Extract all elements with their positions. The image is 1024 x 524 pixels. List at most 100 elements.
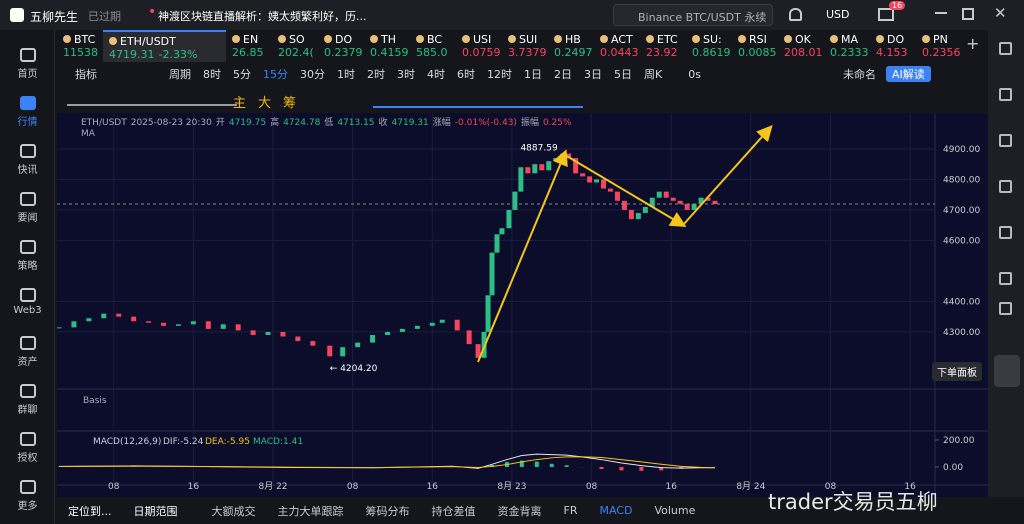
tool[interactable]: 主	[233, 96, 247, 111]
interval[interactable]: 5日	[614, 68, 632, 81]
ticker-price: 0.8619	[692, 46, 731, 59]
nav-item[interactable]: 首页	[0, 48, 55, 80]
ticker[interactable]: MA 0.2333	[824, 30, 870, 62]
candle	[525, 167, 531, 174]
macd-line	[58, 456, 716, 469]
candle	[370, 334, 376, 343]
nav-item[interactable]: 更多	[0, 480, 55, 512]
interval[interactable]: 2时	[367, 68, 385, 81]
ticker[interactable]: RSI 0.0085	[732, 30, 778, 62]
interval[interactable]: 4时	[427, 68, 445, 81]
ticker[interactable]: HB 0.2497	[548, 30, 594, 62]
nav-item[interactable]: 资产	[0, 336, 55, 368]
interval[interactable]: 5分	[233, 68, 251, 81]
ticker[interactable]: SUI 3.7379	[502, 30, 548, 62]
interval[interactable]: 6时	[457, 68, 475, 81]
tool-icons[interactable]	[373, 92, 583, 108]
ticker[interactable]: SU: 0.8619	[686, 30, 732, 62]
tab[interactable]: MACD	[599, 504, 633, 517]
bell[interactable]	[789, 8, 802, 21]
coin-icon	[324, 35, 332, 43]
x-tick-label: 08	[825, 482, 837, 492]
tab[interactable]: Volume	[654, 504, 696, 517]
ticker[interactable]: USI 0.0759	[456, 30, 502, 62]
ticker[interactable]: DO 4.153	[870, 30, 916, 62]
interval[interactable]: 3时	[397, 68, 415, 81]
nav-item[interactable]: 快讯	[0, 144, 55, 176]
nav-item[interactable]: 群聊	[0, 384, 55, 416]
tab[interactable]: 持仓差值	[431, 504, 476, 518]
currency[interactable]: USD	[826, 8, 850, 21]
tool[interactable]: 大	[258, 96, 272, 111]
indicators[interactable]: 指标	[75, 68, 97, 81]
nav-item[interactable]: 授权	[0, 432, 55, 464]
tab[interactable]: 主力大单跟踪	[277, 504, 344, 518]
ticker[interactable]: EN 26.85	[226, 30, 272, 62]
draw-tools[interactable]	[67, 94, 237, 106]
panel-icon[interactable]	[999, 88, 1012, 101]
tab[interactable]: 资金背离	[497, 504, 542, 518]
news[interactable]: 神渡区块链直播解析：姨太频繁利好，历...	[158, 10, 367, 23]
minimize[interactable]	[935, 12, 947, 14]
panel-icon[interactable]	[999, 226, 1012, 239]
close[interactable]: ✕	[994, 4, 1007, 22]
candle	[614, 191, 620, 201]
maximize[interactable]	[962, 8, 974, 20]
x-tick-label: 16	[904, 482, 916, 492]
panel-icon[interactable]	[999, 42, 1012, 55]
ticker[interactable]: ACT 0.0443	[594, 30, 640, 62]
candle	[310, 341, 316, 346]
ticker[interactable]: OK 208.01	[778, 30, 824, 62]
nav-item[interactable]: Web3	[0, 288, 55, 316]
interval[interactable]: 周K	[644, 68, 663, 81]
ticker[interactable]: ETH/USDT 4719.31 -2.33%	[103, 30, 226, 62]
ticker[interactable]: DO 0.2379	[318, 30, 364, 62]
coin-icon	[232, 35, 240, 43]
nav-item[interactable]: 要闻	[0, 192, 55, 224]
period[interactable]: 周期	[169, 68, 191, 81]
add-ticker[interactable]: +	[966, 34, 980, 53]
ticker[interactable]: TH 0.4159	[364, 30, 410, 62]
nav-item[interactable]: 行情	[0, 96, 55, 128]
nav-item[interactable]: 策略	[0, 240, 55, 272]
candle	[280, 331, 286, 337]
panel-icon[interactable]	[999, 180, 1012, 193]
candle	[250, 330, 256, 335]
ticker[interactable]: BTC 11538	[57, 30, 103, 62]
x-tick-label: 8月 22	[258, 481, 287, 492]
interval[interactable]: 30分	[300, 68, 325, 81]
tool[interactable]: 筹	[283, 96, 297, 111]
mail[interactable]	[878, 8, 894, 21]
interval[interactable]: 15分	[263, 68, 288, 81]
interval[interactable]: 1日	[524, 68, 542, 81]
y-tick-label: 4300.00	[943, 328, 980, 338]
ai-button[interactable]: AI解读	[885, 66, 931, 82]
ticker-symbol: SUI	[519, 33, 538, 46]
search-box[interactable]: Binance BTC/USDT 永续	[613, 4, 773, 26]
candle	[677, 200, 683, 204]
legend-item: 0.25%	[543, 118, 572, 128]
ticker[interactable]: PN 0.2356	[916, 30, 962, 62]
ticker[interactable]: SO 202.4(	[272, 30, 318, 62]
candle	[532, 164, 538, 174]
interval[interactable]: 1时	[337, 68, 355, 81]
interval[interactable]: 8时	[203, 68, 221, 81]
tab[interactable]: 筹码分布	[365, 504, 410, 518]
ticker[interactable]: ETC 23.92	[640, 30, 686, 62]
tab[interactable]: 定位到...	[68, 504, 112, 518]
candle	[475, 344, 481, 358]
layout-name[interactable]: 未命名	[842, 68, 876, 81]
interval[interactable]: 12时	[487, 68, 512, 81]
nav-label: 群聊	[17, 405, 38, 416]
panel-icon[interactable]	[999, 134, 1012, 147]
ticker[interactable]: BC 585.0	[410, 30, 456, 62]
tab[interactable]: FR	[563, 504, 578, 517]
panel-icon[interactable]	[999, 272, 1012, 285]
interval[interactable]: 3日	[584, 68, 602, 81]
order-button[interactable]	[994, 355, 1020, 387]
tab[interactable]: 大额成交	[211, 504, 256, 518]
tab[interactable]: 日期范围	[133, 504, 178, 518]
panel-icon[interactable]	[999, 302, 1012, 315]
ticker-price: 23.92	[646, 46, 678, 59]
interval[interactable]: 2日	[554, 68, 572, 81]
